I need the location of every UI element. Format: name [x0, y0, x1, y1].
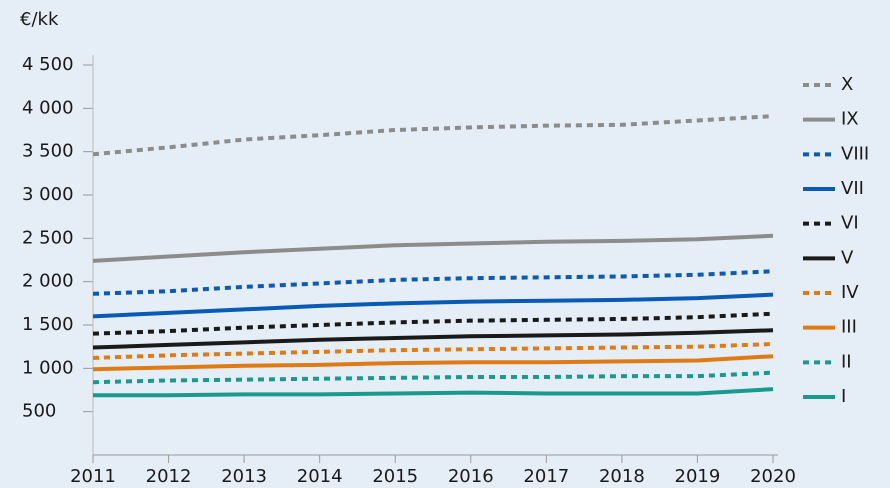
- x-tick-label: 2016: [448, 466, 494, 487]
- x-tick-label: 2019: [675, 466, 721, 487]
- series-line: [92, 292, 774, 319]
- legend-label: IX: [841, 109, 859, 130]
- y-axis-label: €/kk: [20, 9, 59, 30]
- y-tick-label: 500: [22, 401, 56, 422]
- x-tick-label: 2020: [750, 466, 796, 487]
- series-line: [92, 370, 774, 385]
- x-tick-label: 2013: [221, 466, 267, 487]
- legend-label: X: [841, 74, 853, 95]
- y-tick-label: 1 500: [22, 314, 74, 335]
- series-line: [92, 328, 774, 350]
- y-tick-label: 4 000: [22, 97, 74, 118]
- x-tick-label: 2014: [297, 466, 343, 487]
- legend-label: I: [841, 386, 846, 407]
- x-tick-label: 2011: [70, 466, 116, 487]
- legend-label: V: [841, 247, 854, 268]
- legend-label: IV: [841, 282, 859, 303]
- series-line: [92, 354, 774, 372]
- y-tick-label: 4 500: [22, 54, 74, 75]
- series-line: [92, 114, 774, 157]
- y-tick-label: 2 000: [22, 271, 74, 292]
- x-tick-label: 2012: [146, 466, 192, 487]
- series-line: [92, 342, 774, 360]
- x-tick-label: 2015: [372, 466, 418, 487]
- y-tick-label: 3 000: [22, 184, 74, 205]
- legend-label: VII: [841, 178, 864, 199]
- series-line: [92, 311, 774, 336]
- y-tick-label: 3 500: [22, 141, 74, 162]
- series-line: [92, 233, 774, 263]
- legend-label: II: [841, 351, 852, 372]
- x-tick-label: 2018: [599, 466, 645, 487]
- y-tick-label: 1 000: [22, 357, 74, 378]
- legend-label: VI: [841, 213, 859, 234]
- series-line: [92, 269, 774, 296]
- series-line: [93, 387, 774, 398]
- y-tick-label: 2 500: [22, 227, 74, 248]
- legend-label: VIII: [841, 143, 869, 164]
- x-tick-label: 2017: [523, 466, 569, 487]
- legend-label: III: [841, 317, 857, 338]
